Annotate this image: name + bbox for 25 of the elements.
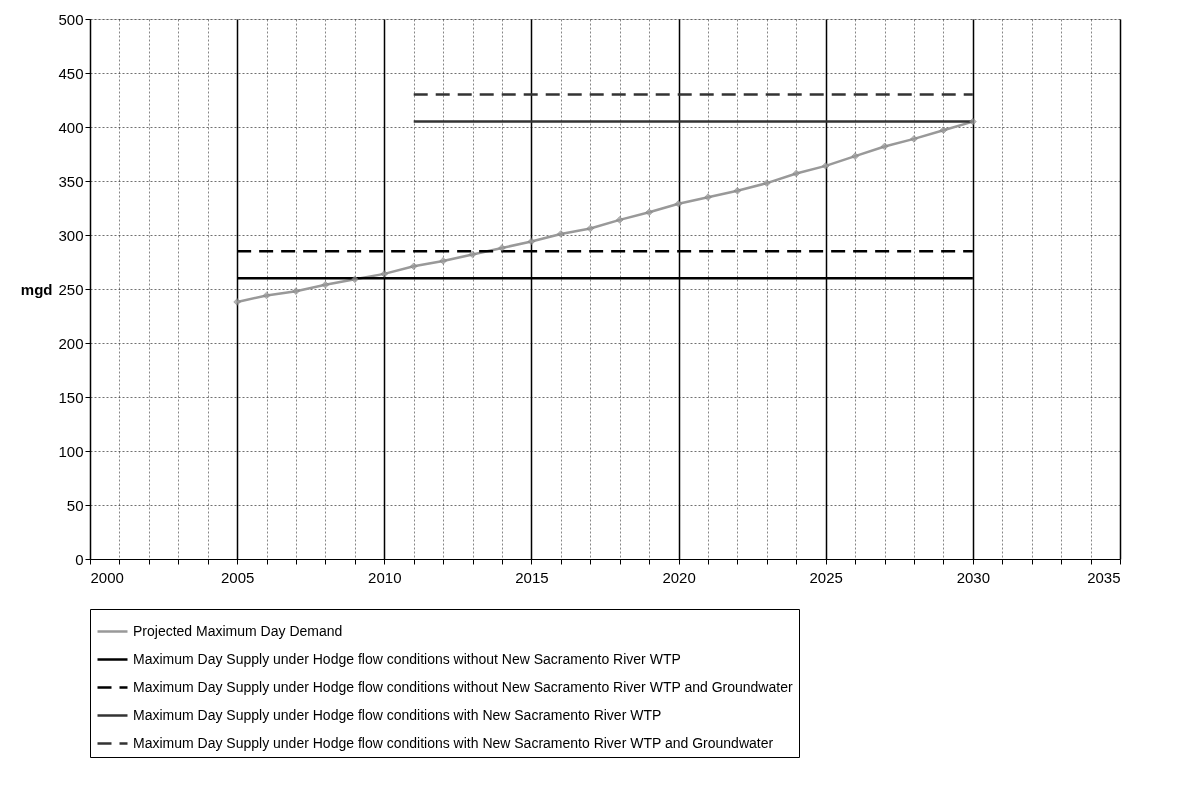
y-tick-label: 0 xyxy=(75,550,84,568)
x-tick-label: 2030 xyxy=(956,568,991,586)
x-tick-label: 2005 xyxy=(220,568,255,586)
x-tick-label: 2010 xyxy=(368,568,402,586)
y-tick-label: 350 xyxy=(58,172,84,190)
x-tick-label: 2000 xyxy=(90,568,124,586)
x-tick-label: 2015 xyxy=(515,568,549,586)
y-tick-label: 250 xyxy=(58,280,84,298)
y-tick-label: 300 xyxy=(58,226,84,244)
y-axis-title: mgd xyxy=(20,280,53,298)
legend-label: Maximum Day Supply under Hodge flow conditions with New Sacramento River WTP and Groundwater xyxy=(133,734,774,751)
legend-label: Maximum Day Supply under Hodge flow conditions without New Sacramento River WTP and Groundwater xyxy=(133,678,793,695)
x-tick-label: 2035 xyxy=(1087,568,1121,586)
y-tick-label: 400 xyxy=(58,118,84,136)
x-tick-label: 2025 xyxy=(809,568,843,586)
legend-label: Projected Maximum Day Demand xyxy=(133,622,343,639)
y-tick-label: 150 xyxy=(58,388,84,406)
y-tick-label: 450 xyxy=(58,64,84,82)
legend-label: Maximum Day Supply under Hodge flow conditions without New Sacramento River WTP xyxy=(133,650,681,667)
legend-label: Maximum Day Supply under Hodge flow conditions with New Sacramento River WTP xyxy=(133,706,662,723)
y-tick-label: 500 xyxy=(58,10,84,28)
y-tick-label: 100 xyxy=(58,442,84,460)
y-tick-label: 50 xyxy=(66,496,84,514)
y-tick-label: 200 xyxy=(58,334,84,352)
x-tick-label: 2020 xyxy=(662,568,696,586)
